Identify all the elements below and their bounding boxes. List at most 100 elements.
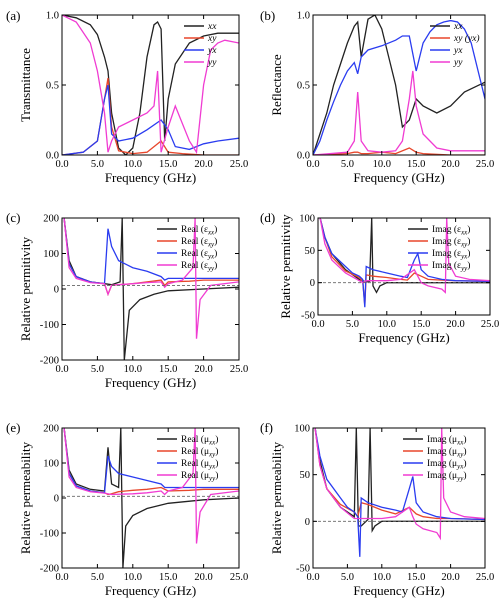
x-tick-label: 5.0 [346, 319, 359, 330]
y-tick-label: 0 [310, 278, 315, 289]
plot-frame [61, 427, 240, 569]
y-tick-label: 100 [43, 249, 59, 260]
x-tick-label: 25.0 [230, 159, 248, 170]
legend-label: Imag (εyx) [432, 248, 470, 261]
x-tick-label: 15.0 [159, 572, 177, 583]
legend-label: Real (μyy) [181, 470, 218, 483]
y-axis-label: Reflectance [269, 54, 284, 116]
x-axis-label: Frequency (GHz) [105, 375, 196, 390]
x-tick-label: 25.0 [230, 572, 248, 583]
x-axis-label: Frequency (GHz) [358, 330, 449, 345]
y-tick-label: 0.5 [46, 81, 59, 92]
legend-label: yy [207, 58, 217, 68]
legend-label: Imag (εxx) [432, 224, 470, 237]
y-tick-label: 100 [299, 214, 315, 225]
x-tick-label: 15.0 [159, 159, 177, 170]
y-axis-label: Relative permeability [269, 441, 284, 554]
legend-label: xy (yx) [453, 33, 480, 44]
series-line-2 [319, 218, 490, 308]
x-tick-label: 25.0 [476, 159, 494, 170]
x-tick-label: 15.0 [407, 159, 425, 170]
y-tick-label: -200 [40, 356, 59, 367]
x-tick-label: 0.0 [306, 159, 319, 170]
legend-label: Imag (εyy) [432, 260, 470, 273]
x-tick-label: 25.0 [481, 319, 499, 330]
y-tick-label: 0.5 [297, 81, 310, 92]
x-tick-label: 0.0 [306, 572, 319, 583]
y-tick-label: -50 [296, 564, 310, 575]
x-tick-label: 5.0 [91, 572, 104, 583]
x-tick-label: 10.0 [373, 159, 391, 170]
x-axis-label: Frequency (GHz) [105, 583, 196, 598]
x-tick-label: 25.0 [476, 572, 494, 583]
y-tick-label: 0 [305, 517, 310, 528]
x-tick-label: 10.0 [373, 572, 391, 583]
x-tick-label: 0.0 [311, 319, 324, 330]
y-axis-label: Relative permeability [18, 441, 33, 554]
series-line-0 [63, 218, 239, 360]
y-tick-label: 100 [294, 424, 310, 435]
series-line-1 [314, 428, 485, 521]
y-tick-label: -100 [40, 320, 59, 331]
x-tick-label: 15.0 [407, 572, 425, 583]
panel-label: (b) [260, 8, 275, 23]
x-axis-label: Frequency (GHz) [353, 170, 444, 185]
legend-label: Imag (μyy) [427, 470, 467, 483]
legend-label: xy [207, 34, 217, 44]
x-tick-label: 20.0 [194, 159, 212, 170]
series-line-1 [319, 218, 490, 306]
x-tick-label: 5.0 [91, 159, 104, 170]
legend-label: xx [207, 22, 217, 32]
series-line-3 [313, 70, 485, 155]
panel-label: (a) [6, 8, 20, 23]
series-line-0 [313, 15, 485, 155]
x-axis-label: Frequency (GHz) [353, 583, 444, 598]
y-tick-label: 0.0 [297, 151, 310, 162]
panel-label: (e) [6, 420, 20, 435]
series-line-0 [62, 15, 239, 155]
y-tick-label: 50 [300, 470, 311, 481]
y-tick-label: 200 [43, 424, 59, 435]
y-tick-label: 0 [54, 494, 59, 505]
x-tick-label: 0.0 [55, 572, 68, 583]
panel-4: (e) 0.0 5.0 10.0 15.0 20.0 25.0 -200 -100 0 100 200… [6, 420, 248, 598]
x-tick-label: 20.0 [194, 364, 212, 375]
x-tick-label: 10.0 [124, 364, 142, 375]
x-tick-label: 15.0 [159, 364, 177, 375]
legend-label: yy [453, 58, 463, 68]
y-tick-label: -200 [40, 564, 59, 575]
y-tick-label: 1.0 [46, 11, 59, 22]
x-tick-label: 15.0 [412, 319, 430, 330]
y-tick-label: -100 [40, 529, 59, 540]
x-tick-label: 0.0 [55, 364, 68, 375]
y-tick-label: 0 [54, 285, 59, 296]
legend-label: Real (εyy) [181, 260, 217, 273]
series-group [62, 15, 239, 155]
series-line-2 [62, 84, 239, 155]
x-tick-label: 5.0 [341, 159, 354, 170]
series-group [313, 15, 485, 155]
legend-label: yx [207, 46, 217, 56]
y-axis-label: Relative permitivity [278, 214, 293, 319]
x-tick-label: 0.0 [55, 159, 68, 170]
series-group [62, 428, 239, 568]
series-line-3 [63, 218, 239, 339]
plot-frame [317, 217, 491, 316]
panel-label: (f) [260, 420, 273, 435]
series-line-1 [62, 77, 239, 155]
series-group [318, 218, 490, 308]
legend-label: Real (μxy) [181, 446, 218, 459]
x-tick-label: 10.0 [378, 319, 396, 330]
plot-frame [312, 427, 486, 569]
y-axis-label: Transmittance [18, 48, 33, 122]
panel-5: (f) 0.0 5.0 10.0 15.0 20.0 25.0 -50 0 50 100 Freque… [260, 420, 494, 598]
y-tick-label: -50 [301, 311, 315, 322]
series-line-2 [314, 428, 485, 557]
y-tick-label: 50 [305, 246, 316, 257]
x-tick-label: 25.0 [230, 364, 248, 375]
panel-0: (a) 0.0 5.0 10.0 15.0 20.0 25.0 0.0 0.5 1.0 Freque… [6, 8, 248, 185]
y-tick-label: 1.0 [297, 11, 310, 22]
legend-label: Real (εxy) [181, 236, 217, 249]
x-tick-label: 20.0 [441, 572, 459, 583]
